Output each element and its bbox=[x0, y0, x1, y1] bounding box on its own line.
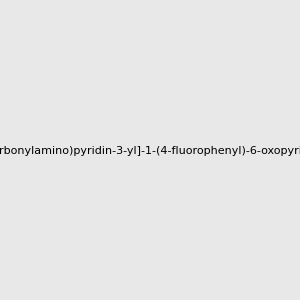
Text: N-[6-(cyclopropanecarbonylamino)pyridin-3-yl]-1-(4-fluorophenyl)-6-oxopyridazine: N-[6-(cyclopropanecarbonylamino)pyridin-… bbox=[0, 146, 300, 157]
